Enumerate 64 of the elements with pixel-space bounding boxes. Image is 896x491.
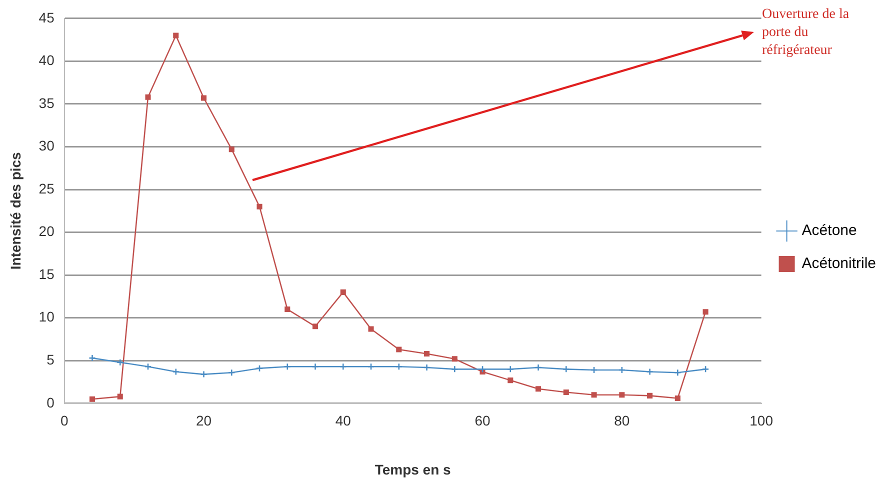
point: [674, 395, 680, 402]
x-tick-label: 80: [614, 412, 630, 429]
point: [478, 366, 486, 373]
y-tick-label: 35: [38, 94, 55, 111]
point: [590, 366, 598, 374]
point: [89, 396, 96, 402]
x-tick-label: 0: [60, 412, 68, 429]
point: [116, 358, 124, 366]
x-tick-label: 40: [335, 412, 352, 429]
point: [312, 362, 319, 370]
point: [144, 362, 152, 370]
point: [506, 366, 514, 373]
point: [200, 95, 207, 101]
point: [618, 366, 626, 374]
point: [646, 368, 654, 376]
point: [423, 364, 430, 372]
x-tick-label: 20: [196, 412, 212, 429]
legend-label: Acétone: [802, 222, 857, 240]
point: [117, 394, 123, 400]
x-tick-label: 60: [474, 412, 491, 429]
y-tick-label: 45: [38, 9, 55, 26]
point: [200, 370, 208, 378]
point: [228, 146, 234, 152]
point: [284, 306, 290, 312]
point: [536, 386, 542, 392]
y-tick-label: 25: [38, 180, 55, 196]
point: [145, 94, 151, 100]
point: [619, 392, 625, 398]
point: [256, 204, 262, 210]
point: [508, 378, 514, 384]
y-axis-title: Intensité des pics: [7, 152, 24, 270]
point: [534, 364, 542, 372]
y-tick-label: 5: [46, 351, 55, 368]
point: [702, 309, 708, 315]
point: [452, 356, 458, 362]
y-tick-label: 15: [38, 266, 55, 282]
point: [284, 362, 292, 370]
point: [339, 362, 347, 370]
point: [228, 368, 236, 376]
point: [424, 351, 430, 357]
x-axis-title: Temps en s: [374, 461, 452, 478]
point: [451, 366, 458, 373]
point: [562, 366, 570, 373]
point: [173, 32, 179, 38]
annotation: Ouverture de la porte du réfrigérateur: [762, 6, 850, 60]
point: [312, 324, 318, 330]
point: [172, 368, 180, 376]
point: [368, 326, 374, 332]
x-tick-label: 100: [750, 412, 774, 429]
point: [367, 362, 375, 370]
point: [256, 364, 264, 372]
y-tick-label: 10: [38, 308, 55, 325]
point: [563, 390, 569, 396]
point: [396, 346, 402, 352]
point: [591, 392, 597, 398]
y-tick-label: 30: [38, 138, 55, 154]
point: [647, 392, 653, 398]
legend-label: Acétonitrile: [802, 255, 876, 272]
y-tick-label: 0: [46, 394, 55, 410]
point: [674, 368, 682, 376]
point: [395, 362, 403, 370]
point: [340, 289, 346, 295]
y-tick-label: 40: [38, 52, 55, 68]
y-tick-label: 20: [38, 223, 55, 240]
